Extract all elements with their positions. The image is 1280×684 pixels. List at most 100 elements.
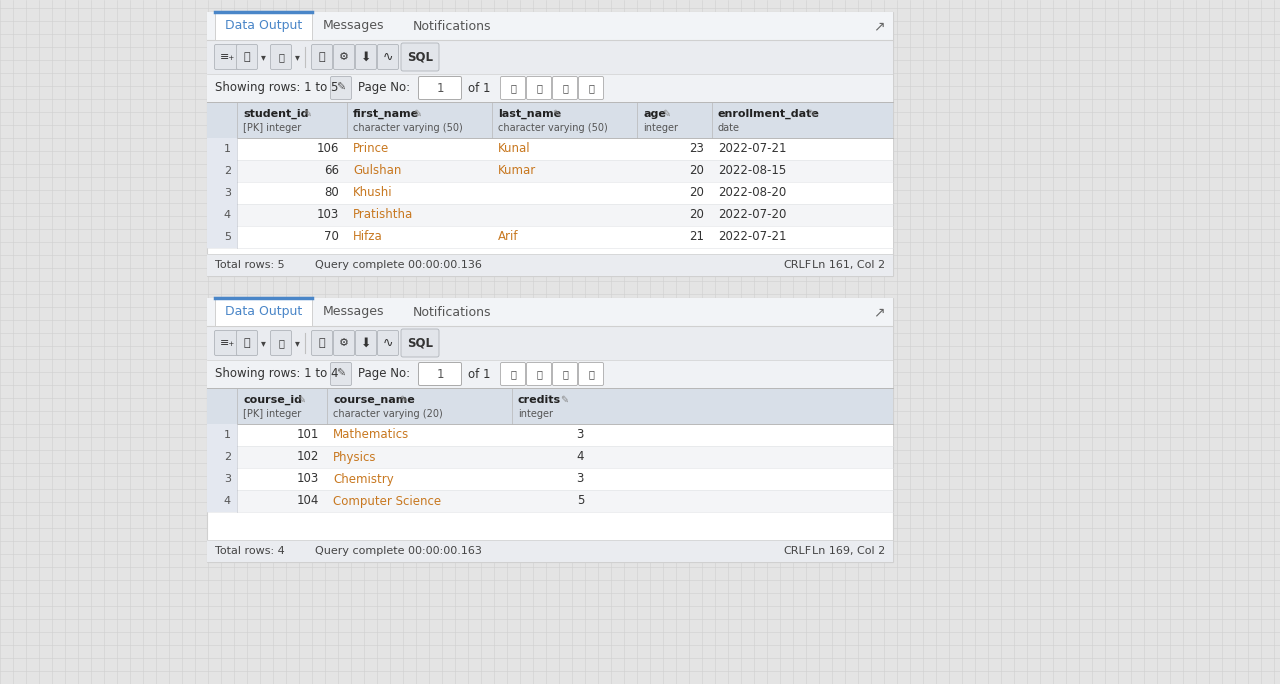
Text: Gulshan: Gulshan — [353, 164, 402, 178]
Text: Hifza: Hifza — [353, 231, 383, 244]
Text: Prince: Prince — [353, 142, 389, 155]
Text: ✎: ✎ — [552, 109, 561, 119]
Text: ⚙: ⚙ — [339, 338, 349, 348]
Text: 4: 4 — [224, 210, 230, 220]
Text: character varying (20): character varying (20) — [333, 409, 443, 419]
Text: 103: 103 — [316, 209, 339, 222]
Bar — [207, 182, 237, 204]
Text: age: age — [643, 109, 666, 119]
Text: ⏭: ⏭ — [588, 83, 594, 93]
Text: ≡₊: ≡₊ — [219, 338, 234, 348]
Text: 2: 2 — [224, 452, 230, 462]
Bar — [207, 388, 893, 424]
Bar — [207, 446, 237, 468]
Text: ↗: ↗ — [873, 305, 884, 319]
Text: 2022-07-20: 2022-07-20 — [718, 209, 786, 222]
Bar — [207, 446, 893, 468]
Text: 106: 106 — [316, 142, 339, 155]
FancyBboxPatch shape — [330, 77, 352, 99]
Bar — [207, 204, 893, 226]
Text: CRLF: CRLF — [783, 546, 812, 556]
Bar — [207, 40, 893, 74]
Text: ✎: ✎ — [303, 109, 311, 119]
Text: Kunal: Kunal — [498, 142, 531, 155]
FancyBboxPatch shape — [270, 44, 292, 70]
Text: Messages: Messages — [324, 20, 385, 33]
Text: Data Output: Data Output — [225, 20, 302, 33]
Text: character varying (50): character varying (50) — [498, 123, 608, 133]
Text: 2022-08-15: 2022-08-15 — [718, 164, 786, 178]
Bar — [207, 424, 893, 446]
Text: ✎: ✎ — [337, 369, 346, 379]
Text: Data Output: Data Output — [225, 306, 302, 319]
Text: ↗: ↗ — [873, 19, 884, 33]
Text: enrollment_date: enrollment_date — [718, 109, 820, 119]
Text: 🗑: 🗑 — [319, 338, 325, 348]
Text: ✎: ✎ — [297, 395, 306, 405]
Text: last_name: last_name — [498, 109, 561, 119]
FancyBboxPatch shape — [270, 330, 292, 356]
Text: Notifications: Notifications — [412, 20, 490, 33]
Text: ✎: ✎ — [399, 395, 407, 405]
Text: Total rows: 4: Total rows: 4 — [215, 546, 284, 556]
Text: credits: credits — [518, 395, 561, 405]
Bar — [207, 254, 893, 276]
Text: 📄: 📄 — [278, 338, 284, 348]
Text: [PK] integer: [PK] integer — [243, 123, 301, 133]
Text: 4: 4 — [576, 451, 584, 464]
Text: CRLF: CRLF — [783, 260, 812, 270]
Text: [PK] integer: [PK] integer — [243, 409, 301, 419]
FancyBboxPatch shape — [553, 363, 577, 386]
Text: ✎: ✎ — [413, 109, 421, 119]
Text: ▾: ▾ — [261, 52, 265, 62]
FancyBboxPatch shape — [215, 330, 239, 356]
Text: Showing rows: 1 to 4: Showing rows: 1 to 4 — [215, 367, 338, 380]
Text: 20: 20 — [689, 187, 704, 200]
Bar — [207, 424, 237, 446]
FancyBboxPatch shape — [356, 44, 376, 70]
Text: ✎: ✎ — [561, 395, 568, 405]
Text: ≡₊: ≡₊ — [219, 52, 234, 62]
Bar — [207, 490, 893, 512]
Text: course_name: course_name — [333, 395, 415, 405]
Text: 4: 4 — [224, 496, 230, 506]
Bar — [207, 12, 893, 276]
Text: Pratishtha: Pratishtha — [353, 209, 413, 222]
Text: 80: 80 — [324, 187, 339, 200]
Text: Page No:: Page No: — [358, 81, 410, 94]
Text: student_id: student_id — [243, 109, 308, 119]
Text: ⏩: ⏩ — [562, 83, 568, 93]
Text: 1: 1 — [224, 144, 230, 154]
Bar — [207, 468, 237, 490]
Text: ▾: ▾ — [261, 338, 265, 348]
Text: Messages: Messages — [324, 306, 385, 319]
Text: ✎: ✎ — [663, 109, 671, 119]
FancyBboxPatch shape — [579, 363, 603, 386]
Text: 1: 1 — [436, 367, 444, 380]
Text: 2: 2 — [224, 166, 230, 176]
Text: Total rows: 5: Total rows: 5 — [215, 260, 284, 270]
Bar — [207, 12, 893, 40]
Text: ⏪: ⏪ — [536, 83, 541, 93]
Text: Arif: Arif — [498, 231, 518, 244]
FancyBboxPatch shape — [579, 77, 603, 99]
Text: 102: 102 — [297, 451, 319, 464]
Text: 20: 20 — [689, 209, 704, 222]
Text: date: date — [718, 123, 740, 133]
Text: ✎: ✎ — [806, 109, 815, 119]
Text: Mathematics: Mathematics — [333, 428, 410, 441]
Text: ⧉: ⧉ — [243, 338, 251, 348]
Bar — [207, 360, 893, 388]
FancyBboxPatch shape — [401, 329, 439, 357]
Text: Ln 161, Col 2: Ln 161, Col 2 — [812, 260, 884, 270]
Text: 5: 5 — [224, 232, 230, 242]
Text: 3: 3 — [576, 428, 584, 441]
FancyBboxPatch shape — [237, 44, 257, 70]
Text: SQL: SQL — [407, 51, 433, 64]
Text: 1: 1 — [224, 430, 230, 440]
Bar — [207, 298, 893, 562]
Text: ⏭: ⏭ — [588, 369, 594, 379]
Text: Query complete 00:00:00.136: Query complete 00:00:00.136 — [315, 260, 481, 270]
Text: Physics: Physics — [333, 451, 376, 464]
Text: ∿: ∿ — [383, 337, 393, 350]
